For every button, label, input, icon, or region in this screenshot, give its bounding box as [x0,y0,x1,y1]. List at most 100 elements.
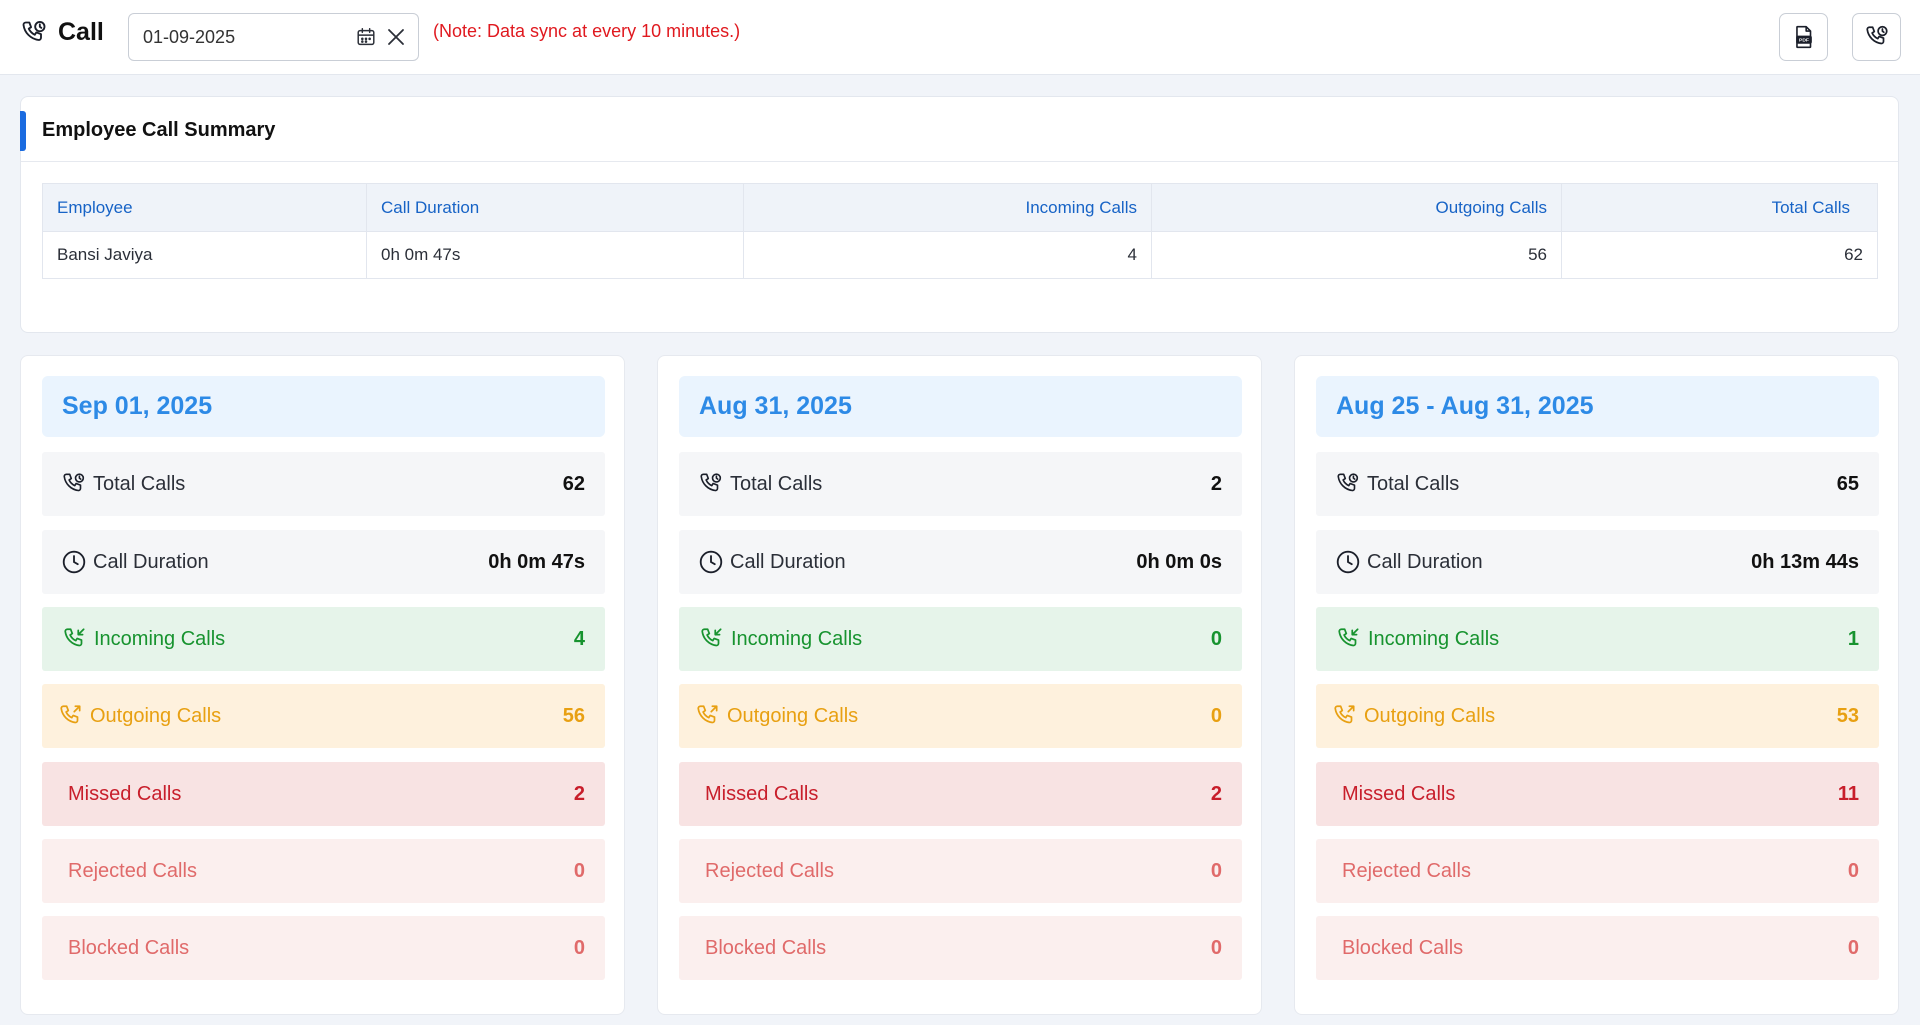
row-value: 0h 0m 0s [1136,550,1222,573]
phone-clock-icon [22,20,46,41]
phone-clock-icon [700,473,722,492]
total-calls-row: Total Calls 62 [42,452,605,516]
cell-call-duration: 0h 0m 47s [366,231,744,279]
stats-card-day: Sep 01, 2025 Total Calls 62 Call Duratio… [20,355,625,1015]
page-title-group: Call [20,18,104,47]
row-label: Missed Calls [1342,782,1456,805]
column-header-incoming-calls[interactable]: Incoming Calls [743,183,1152,232]
row-label: Total Calls [1367,472,1460,495]
row-label: Total Calls [730,472,823,495]
call-duration-row: Call Duration 0h 0m 0s [679,530,1242,594]
column-header-call-duration[interactable]: Call Duration [366,183,744,232]
blocked-calls-row: Blocked Calls 0 [1316,916,1879,980]
rejected-calls-row: Rejected Calls 0 [1316,839,1879,903]
row-value: 2 [1210,782,1222,805]
phone-clock-icon [1865,25,1888,45]
outgoing-calls-row: Outgoing Calls 56 [42,684,605,748]
call-duration-row: Call Duration 0h 0m 47s [42,530,605,594]
missed-calls-row: Missed Calls 2 [42,762,605,826]
missed-calls-row: Missed Calls 2 [679,762,1242,826]
incoming-call-icon [701,628,722,647]
sync-note: (Note: Data sync at every 10 minutes.) [433,21,741,41]
cell-outgoing-calls: 56 [1151,231,1562,279]
outgoing-calls-row: Outgoing Calls 0 [679,684,1242,748]
clock-icon [62,550,86,574]
top-bar: Call (Note: Data sync at every 10 minute… [0,0,1920,75]
row-label: Call Duration [730,550,846,573]
row-label: Missed Calls [68,782,182,805]
summary-table: Employee Call Duration Incoming Calls Ou… [42,183,1878,279]
incoming-call-icon [1338,628,1359,647]
row-value: 53 [1836,704,1859,727]
stats-card-previous-day: Aug 31, 2025 Total Calls 2 Call Duration… [657,355,1262,1015]
row-label: Outgoing Calls [90,704,222,727]
clock-icon [699,550,723,574]
row-label: Outgoing Calls [727,704,859,727]
row-value: 0 [1210,704,1222,727]
row-label: Blocked Calls [1342,936,1464,959]
phone-clock-icon [63,473,85,492]
outgoing-call-icon [1334,705,1355,724]
row-value: 62 [562,472,585,495]
row-label: Incoming Calls [94,627,226,650]
rejected-calls-row: Rejected Calls 0 [42,839,605,903]
row-value: 0 [573,859,585,882]
row-label: Incoming Calls [1368,627,1500,650]
incoming-calls-row: Incoming Calls 4 [42,607,605,671]
row-label: Blocked Calls [68,936,190,959]
outgoing-call-icon [60,705,81,724]
card-heading: Aug 31, 2025 [679,376,1242,437]
card-date: Aug 31, 2025 [699,392,852,420]
panel-header: Employee Call Summary [20,97,1898,162]
row-value: 2 [1210,472,1222,495]
row-value: 56 [562,704,585,727]
row-label: Outgoing Calls [1364,704,1496,727]
column-header-outgoing-calls[interactable]: Outgoing Calls [1151,183,1562,232]
table-header-row: Employee Call Duration Incoming Calls Ou… [42,183,1878,232]
outgoing-call-icon [697,705,718,724]
row-label: Missed Calls [705,782,819,805]
clock-icon [1336,550,1360,574]
row-label: Rejected Calls [705,859,834,882]
column-header-total-calls[interactable]: Total Calls [1561,183,1878,232]
blocked-calls-row: Blocked Calls 0 [42,916,605,980]
date-input[interactable] [143,26,343,48]
row-value: 2 [573,782,585,805]
incoming-calls-row: Incoming Calls 0 [679,607,1242,671]
calendar-icon[interactable] [355,26,377,48]
row-value: 1 [1847,627,1859,650]
row-label: Blocked Calls [705,936,827,959]
close-icon[interactable] [384,25,408,49]
stats-card-week: Aug 25 - Aug 31, 2025 Total Calls 65 Cal… [1294,355,1899,1015]
column-header-employee[interactable]: Employee [42,183,367,232]
row-value: 0 [1847,936,1859,959]
table-row: Bansi Javiya 0h 0m 47s 4 56 62 [42,231,1878,279]
row-value: 0 [1210,859,1222,882]
phone-clock-icon [1337,473,1359,492]
call-duration-row: Call Duration 0h 13m 44s [1316,530,1879,594]
row-value: 0h 0m 47s [488,550,585,573]
row-value: 0 [573,936,585,959]
employee-call-summary-panel: Employee Call Summary Employee Call Dura… [20,96,1899,333]
row-value: 0 [1210,627,1222,650]
outgoing-calls-row: Outgoing Calls 53 [1316,684,1879,748]
row-value: 4 [573,627,585,650]
rejected-calls-row: Rejected Calls 0 [679,839,1242,903]
row-value: 0 [1847,859,1859,882]
call-log-button[interactable] [1852,13,1901,61]
blocked-calls-row: Blocked Calls 0 [679,916,1242,980]
row-label: Incoming Calls [731,627,863,650]
export-pdf-button[interactable]: PDF [1779,13,1828,61]
row-value: 11 [1837,782,1859,805]
row-label: Call Duration [93,550,209,573]
page-title: Call [58,18,104,46]
date-picker[interactable] [128,13,419,61]
card-heading: Sep 01, 2025 [42,376,605,437]
row-value: 65 [1836,472,1859,495]
panel-title: Employee Call Summary [42,119,276,141]
incoming-call-icon [64,628,85,647]
cell-employee: Bansi Javiya [42,231,367,279]
pdf-export-icon: PDF [1795,25,1812,49]
svg-text:PDF: PDF [1799,38,1809,44]
row-value: 0 [1210,936,1222,959]
